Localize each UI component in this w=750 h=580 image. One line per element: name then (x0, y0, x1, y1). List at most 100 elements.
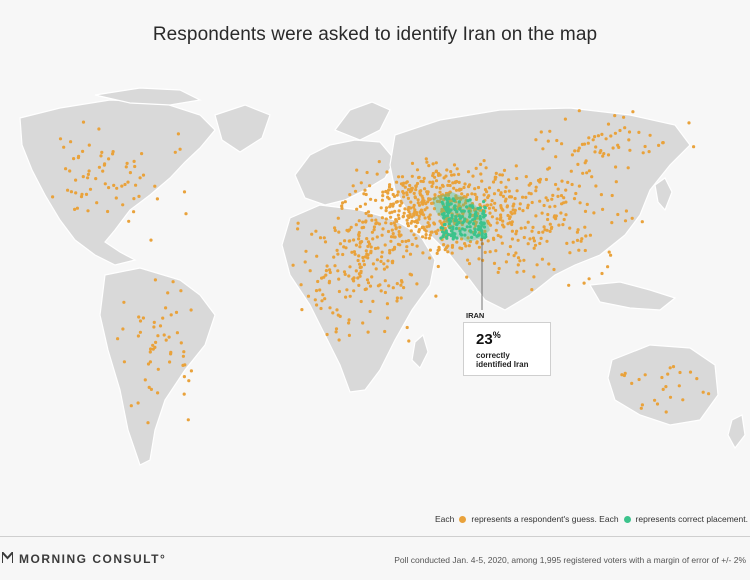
guess-dot (509, 195, 514, 199)
guess-dot (519, 226, 523, 230)
guess-dot (462, 185, 466, 190)
guess-dot (546, 217, 550, 222)
guess-dot (439, 196, 443, 201)
guess-dot (592, 211, 596, 215)
guess-dot (583, 248, 587, 253)
guess-dot (156, 367, 160, 371)
guess-dot (405, 249, 409, 253)
guess-dot (450, 245, 454, 249)
guess-dot (401, 215, 405, 219)
guess-dot (347, 333, 351, 337)
guess-dot (358, 245, 362, 249)
guess-dot (569, 169, 573, 173)
guess-dot (348, 294, 352, 298)
correct-dot (474, 210, 478, 214)
correct-dot (476, 227, 480, 232)
guess-dot (521, 195, 525, 199)
guess-dot (336, 252, 340, 256)
guess-dot (395, 193, 399, 197)
guess-dot (102, 163, 106, 167)
guess-dot (344, 295, 348, 299)
guess-dot (419, 189, 423, 193)
guess-dot (459, 187, 463, 191)
guess-dot (345, 288, 349, 292)
guess-dot (534, 214, 538, 218)
guess-dot (631, 110, 635, 114)
guess-dot (414, 236, 418, 240)
correct-dot (447, 197, 451, 201)
guess-dot (324, 273, 328, 277)
percent-number: 23 (476, 331, 493, 348)
correct-dot (476, 234, 480, 238)
guess-dot (457, 172, 461, 176)
guess-dot (106, 209, 110, 214)
guess-dot (359, 299, 363, 304)
guess-dot (300, 308, 304, 312)
guess-dot (393, 209, 397, 213)
guess-dot (529, 181, 533, 186)
guess-dot (417, 176, 421, 180)
guess-dot (427, 197, 431, 201)
guess-dot (482, 193, 486, 197)
guess-dot (425, 206, 429, 210)
guess-dot (412, 233, 416, 237)
guess-dot (428, 213, 432, 217)
guess-dot (403, 207, 407, 211)
correct-dot (480, 223, 484, 227)
guess-dot (643, 373, 647, 377)
guess-dot (564, 188, 568, 192)
guess-dot (628, 148, 632, 152)
guess-dot (337, 277, 341, 281)
guess-dot (556, 187, 560, 191)
guess-dot (81, 175, 85, 179)
guess-dot (541, 230, 545, 234)
correct-dot (476, 206, 480, 210)
guess-dot (384, 221, 388, 225)
guess-dot (473, 187, 477, 191)
guess-dot (358, 274, 362, 278)
guess-dot (436, 173, 441, 177)
guess-dot (320, 276, 324, 280)
correct-dot (457, 200, 461, 204)
guess-dot (425, 225, 429, 229)
guess-dot (446, 250, 450, 254)
guess-dot (348, 193, 352, 197)
guess-dot (577, 109, 581, 113)
guess-dot (95, 201, 99, 205)
guess-dot (313, 298, 317, 302)
guess-dot (417, 217, 421, 221)
guess-dot (504, 185, 508, 189)
guess-dot (539, 130, 543, 134)
guess-dot (304, 249, 308, 253)
guess-dot (533, 243, 538, 247)
guess-dot (424, 236, 428, 240)
correct-dot (474, 214, 478, 218)
guess-dot (420, 226, 424, 230)
correct-dot (453, 204, 457, 208)
guess-dot (534, 185, 538, 189)
guess-dot (424, 233, 428, 237)
guess-dot (421, 199, 425, 203)
guess-dot (374, 198, 378, 202)
guess-dot (577, 184, 582, 188)
guess-dot (532, 239, 537, 243)
guess-dot (351, 184, 355, 188)
guess-dot (611, 146, 615, 150)
guess-dot (363, 188, 367, 192)
guess-dot (438, 186, 442, 190)
guess-dot (370, 275, 374, 279)
guess-dot (522, 235, 526, 240)
guess-dot (623, 371, 627, 375)
correct-dot (465, 205, 469, 209)
guess-dot (291, 263, 295, 267)
guess-dot (515, 176, 519, 181)
guess-dot (583, 209, 588, 213)
guess-dot (137, 194, 141, 198)
correct-dot (483, 213, 487, 217)
guess-dot (366, 240, 371, 244)
guess-dot (169, 313, 173, 317)
guess-dot (422, 176, 426, 180)
correct-dot (466, 199, 470, 203)
legend-each: Each (435, 514, 455, 524)
guess-dot (559, 194, 564, 198)
